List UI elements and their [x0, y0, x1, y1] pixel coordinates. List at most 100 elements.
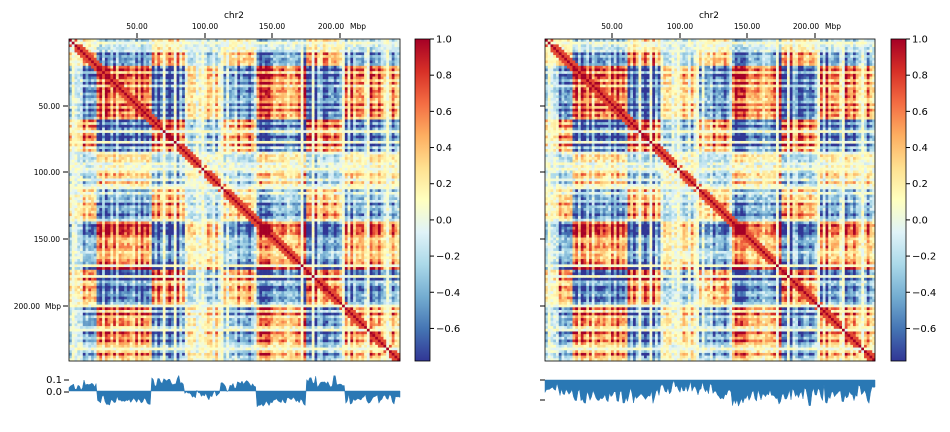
heatmap-cell [184, 52, 188, 56]
heatmap-cell [342, 127, 346, 131]
heatmap-cell [187, 49, 191, 53]
heatmap-cell [74, 95, 78, 99]
heatmap-cell [165, 49, 169, 53]
heatmap-cell [286, 47, 290, 51]
heatmap-cell [217, 149, 222, 152]
heatmap-cell [377, 98, 381, 102]
heatmap-cell [165, 140, 169, 144]
heatmap-cell [397, 76, 401, 80]
heatmap-cell [91, 65, 95, 69]
heatmap-cell [69, 76, 73, 80]
heatmap-cell [143, 98, 147, 102]
heatmap-cell [391, 49, 395, 53]
heatmap-cell [289, 119, 293, 123]
heatmap-cell [386, 132, 390, 136]
heatmap-cell [262, 47, 266, 51]
heatmap-cell [273, 55, 277, 59]
heatmap-cell [85, 140, 89, 144]
heatmap-cell [168, 89, 172, 93]
heatmap-cell [107, 138, 111, 142]
heatmap-cell [69, 73, 73, 77]
heatmap-cell [201, 143, 205, 147]
heatmap-cell [350, 100, 354, 104]
heatmap-cell [317, 106, 321, 110]
heatmap-cell [157, 100, 161, 104]
heatmap-cell [126, 41, 130, 45]
heatmap-cell [143, 65, 147, 69]
heatmap-cell [353, 63, 357, 67]
heatmap-cell [394, 44, 398, 48]
heatmap-cell [350, 55, 354, 59]
heatmap-cell [209, 119, 213, 123]
heatmap-cell [245, 146, 249, 150]
heatmap-cell [148, 49, 153, 53]
heatmap-cell [369, 135, 373, 139]
heatmap-cell [311, 119, 315, 123]
heatmap-cell [325, 63, 329, 67]
heatmap-cell [336, 49, 340, 53]
heatmap-cell [121, 73, 125, 77]
heatmap-cell [237, 52, 241, 56]
heatmap-cell [377, 79, 381, 83]
heatmap-cell [292, 41, 296, 45]
heatmap-cell [278, 132, 282, 136]
heatmap-cell [259, 95, 263, 99]
heatmap-cell [386, 71, 390, 75]
heatmap-cell [240, 63, 244, 67]
heatmap-cell [322, 57, 326, 61]
heatmap-cell [77, 63, 81, 67]
heatmap-cell [383, 95, 387, 99]
heatmap-cell [325, 114, 329, 118]
heatmap-cell [372, 41, 376, 45]
heatmap-cell [364, 114, 368, 118]
heatmap-cell [242, 87, 246, 91]
heatmap-cell [248, 87, 252, 91]
heatmap-cell [148, 106, 153, 110]
heatmap-cell [104, 41, 108, 45]
heatmap-cell [118, 76, 122, 80]
heatmap-cell [394, 103, 398, 107]
heatmap-cell [284, 98, 288, 102]
heatmap-cell [295, 114, 299, 118]
heatmap-cell [394, 92, 398, 96]
heatmap-cell [333, 114, 337, 118]
heatmap-cell [187, 52, 191, 56]
heatmap-cell [394, 106, 398, 110]
heatmap-cell [126, 63, 130, 67]
heatmap-cell [88, 138, 92, 142]
heatmap-cell [151, 119, 155, 123]
heatmap-cell [262, 76, 266, 80]
heatmap-cell [220, 84, 224, 88]
heatmap-cell [93, 47, 97, 51]
heatmap-cell [284, 143, 288, 147]
heatmap-cell [220, 127, 224, 131]
heatmap-cell [176, 79, 180, 83]
heatmap-cell [77, 65, 81, 69]
heatmap-cell [275, 57, 279, 61]
heatmap-cell [132, 149, 136, 152]
heatmap-cell [104, 132, 108, 136]
heatmap-cell [355, 41, 359, 45]
heatmap-cell [110, 87, 114, 91]
heatmap-cell [113, 132, 117, 136]
heatmap-cell [369, 60, 373, 64]
heatmap-cell [281, 55, 285, 59]
heatmap-cell [146, 47, 150, 51]
heatmap-cell [148, 98, 153, 102]
heatmap-cell [201, 106, 205, 110]
heatmap-cell [171, 143, 175, 147]
heatmap-cell [137, 65, 142, 69]
heatmap-cell [129, 98, 133, 102]
heatmap-cell [129, 87, 133, 91]
heatmap-cell [394, 95, 398, 99]
heatmap-cell [88, 63, 92, 67]
heatmap-cell [71, 130, 75, 134]
heatmap-cell [165, 87, 169, 91]
heatmap-cell [375, 95, 379, 99]
heatmap-cell [209, 63, 213, 67]
heatmap-cell [173, 135, 177, 139]
heatmap-cell [91, 119, 95, 123]
heatmap-cell [179, 60, 183, 64]
heatmap-cell [157, 124, 161, 128]
heatmap-cell [93, 57, 97, 61]
